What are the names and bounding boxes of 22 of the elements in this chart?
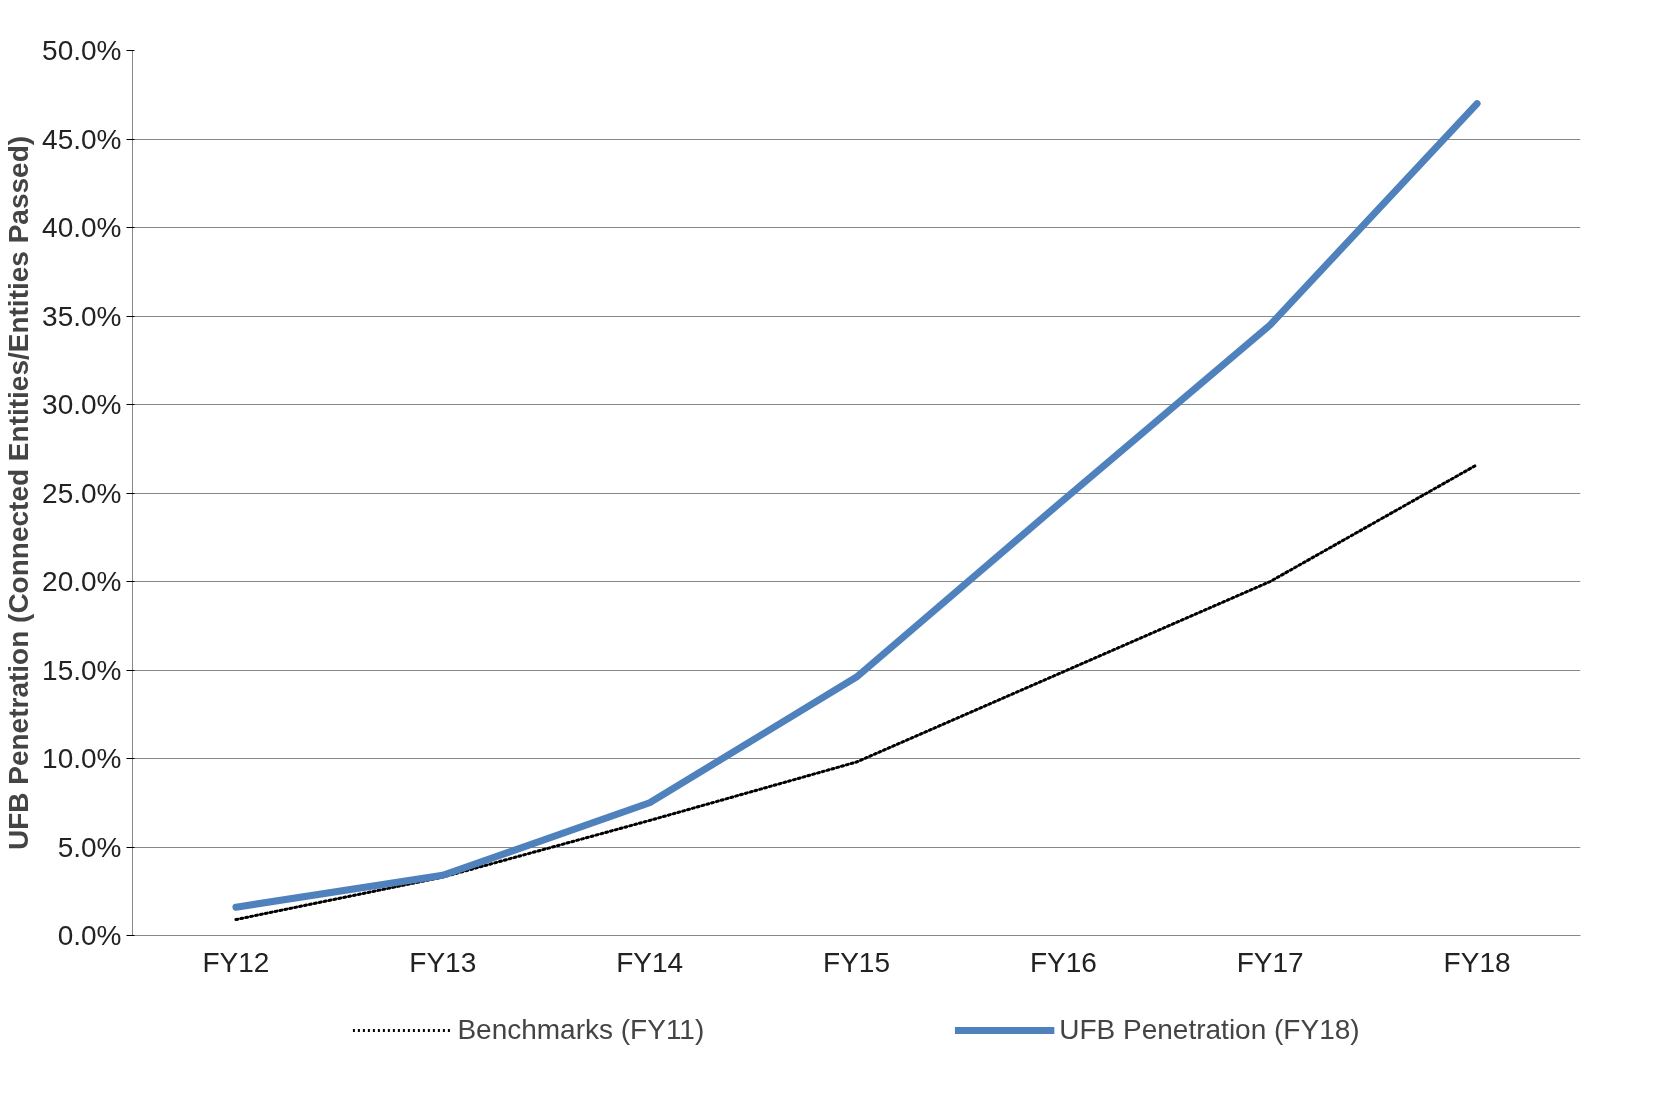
y-tick-label: 15.0% — [42, 654, 122, 686]
x-tick-label: FY17 — [1236, 946, 1304, 978]
y-tick-label: 30.0% — [42, 389, 122, 420]
y-tick-label: 50.0% — [42, 35, 122, 66]
y-tick-label: 0.0% — [57, 920, 122, 951]
x-tick-label: FY12 — [202, 946, 270, 978]
y-tick-label: 25.0% — [42, 477, 122, 509]
x-tick-label: FY13 — [409, 946, 477, 978]
x-tick-label: FY16 — [1029, 946, 1097, 978]
y-tick-label: 10.0% — [42, 743, 122, 774]
y-tick-label: 35.0% — [42, 300, 122, 332]
x-tick-label: FY15 — [823, 946, 890, 978]
x-tick-label: FY18 — [1443, 946, 1511, 978]
legend-label: UFB Penetration (FY18) — [1059, 1014, 1360, 1046]
y-tick-label: 40.0% — [42, 212, 122, 243]
y-tick-label: 20.0% — [42, 566, 122, 597]
line-series — [234, 463, 1479, 922]
legend-label: Benchmarks (FY11) — [457, 1014, 705, 1046]
y-axis-title: UFB Penetration (Connected Entities/Entities Passed) — [3, 135, 35, 851]
x-tick-label: FY14 — [616, 946, 684, 978]
y-tick-label: 45.0% — [42, 123, 122, 155]
y-tick-label: 5.0% — [57, 831, 122, 863]
